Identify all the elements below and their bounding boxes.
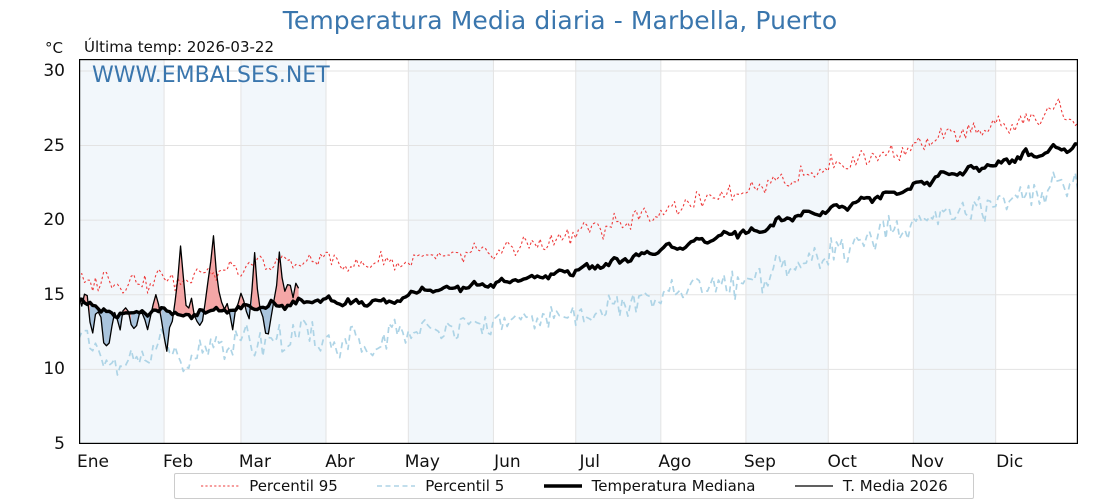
x-axis-tick-label: Abr — [325, 452, 355, 472]
month-band — [408, 59, 494, 444]
legend-label: Temperatura Mediana — [591, 477, 756, 495]
legend-label: Percentil 95 — [249, 477, 338, 495]
legend-label: T. Media 2026 — [842, 477, 948, 495]
y-axis-tick-label: 10 — [43, 359, 65, 380]
x-axis-tick-label: Ago — [658, 452, 692, 472]
month-band — [913, 59, 996, 444]
plot-frame — [79, 59, 1078, 444]
x-axis-tick-label: Nov — [910, 452, 944, 472]
month-band — [240, 59, 327, 444]
series-line-temperatura-mediana — [79, 142, 1078, 321]
y-axis-tick-label: 20 — [43, 210, 65, 231]
y-axis-tick-label: 15 — [43, 284, 65, 305]
y-axis-tick-label: 25 — [43, 135, 65, 156]
legend-item[interactable]: Temperatura Mediana — [543, 477, 756, 495]
series-line-t-media-2026 — [79, 235, 300, 352]
x-axis-tick-label: Dic — [996, 452, 1024, 472]
anomaly-fill-above — [235, 293, 247, 312]
series-line-percentil-5 — [79, 171, 1078, 376]
anomaly-fill-above — [175, 246, 195, 319]
x-axis-tick-label: Jul — [579, 452, 601, 472]
legend-swatch-icon — [543, 484, 582, 488]
x-axis-tick-label: Oct — [827, 452, 857, 472]
month-band — [79, 59, 165, 444]
x-axis-tick-label: Jun — [494, 452, 521, 472]
x-axis-tick-label: Ene — [77, 452, 109, 472]
anomaly-fill-above — [84, 294, 90, 323]
legend-swatch-icon — [794, 485, 833, 487]
x-axis-tick-label: Feb — [163, 452, 194, 472]
anomaly-fill-below — [246, 290, 252, 319]
legend-swatch-icon — [377, 485, 416, 487]
x-axis-tick-label: May — [404, 452, 440, 472]
month-band — [745, 59, 829, 444]
legend-item[interactable]: Percentil 5 — [376, 477, 504, 495]
plot-area — [79, 59, 1078, 444]
series-line-percentil-95 — [79, 98, 1078, 294]
legend-item[interactable]: T. Media 2026 — [794, 477, 948, 495]
last-temp-label: Última temp: 2026-03-22 — [84, 38, 275, 56]
x-axis-tick-label: Sep — [743, 452, 776, 472]
y-axis-unit-label: °C — [45, 39, 63, 57]
legend-item[interactable]: Percentil 95 — [200, 477, 338, 495]
x-axis-tick-label: Mar — [238, 452, 271, 472]
watermark-label: WWW.EMBALSES.NET — [92, 63, 330, 88]
chart-canvas — [79, 59, 1078, 444]
legend-swatch-icon — [201, 485, 240, 487]
y-axis-tick-label: 5 — [54, 434, 65, 454]
anomaly-fill-above — [153, 294, 162, 320]
y-axis-tick-label: 30 — [43, 60, 65, 81]
legend-label: Percentil 5 — [425, 477, 505, 495]
chart-legend: Percentil 95 Percentil 5 Temperatura Media… — [174, 473, 974, 499]
y-axis: 5 10 15 20 25 30 — [0, 0, 79, 500]
anomaly-fill-below — [229, 310, 236, 330]
chart-title: Temperatura Media diaria - Marbella, Pue… — [282, 6, 838, 35]
